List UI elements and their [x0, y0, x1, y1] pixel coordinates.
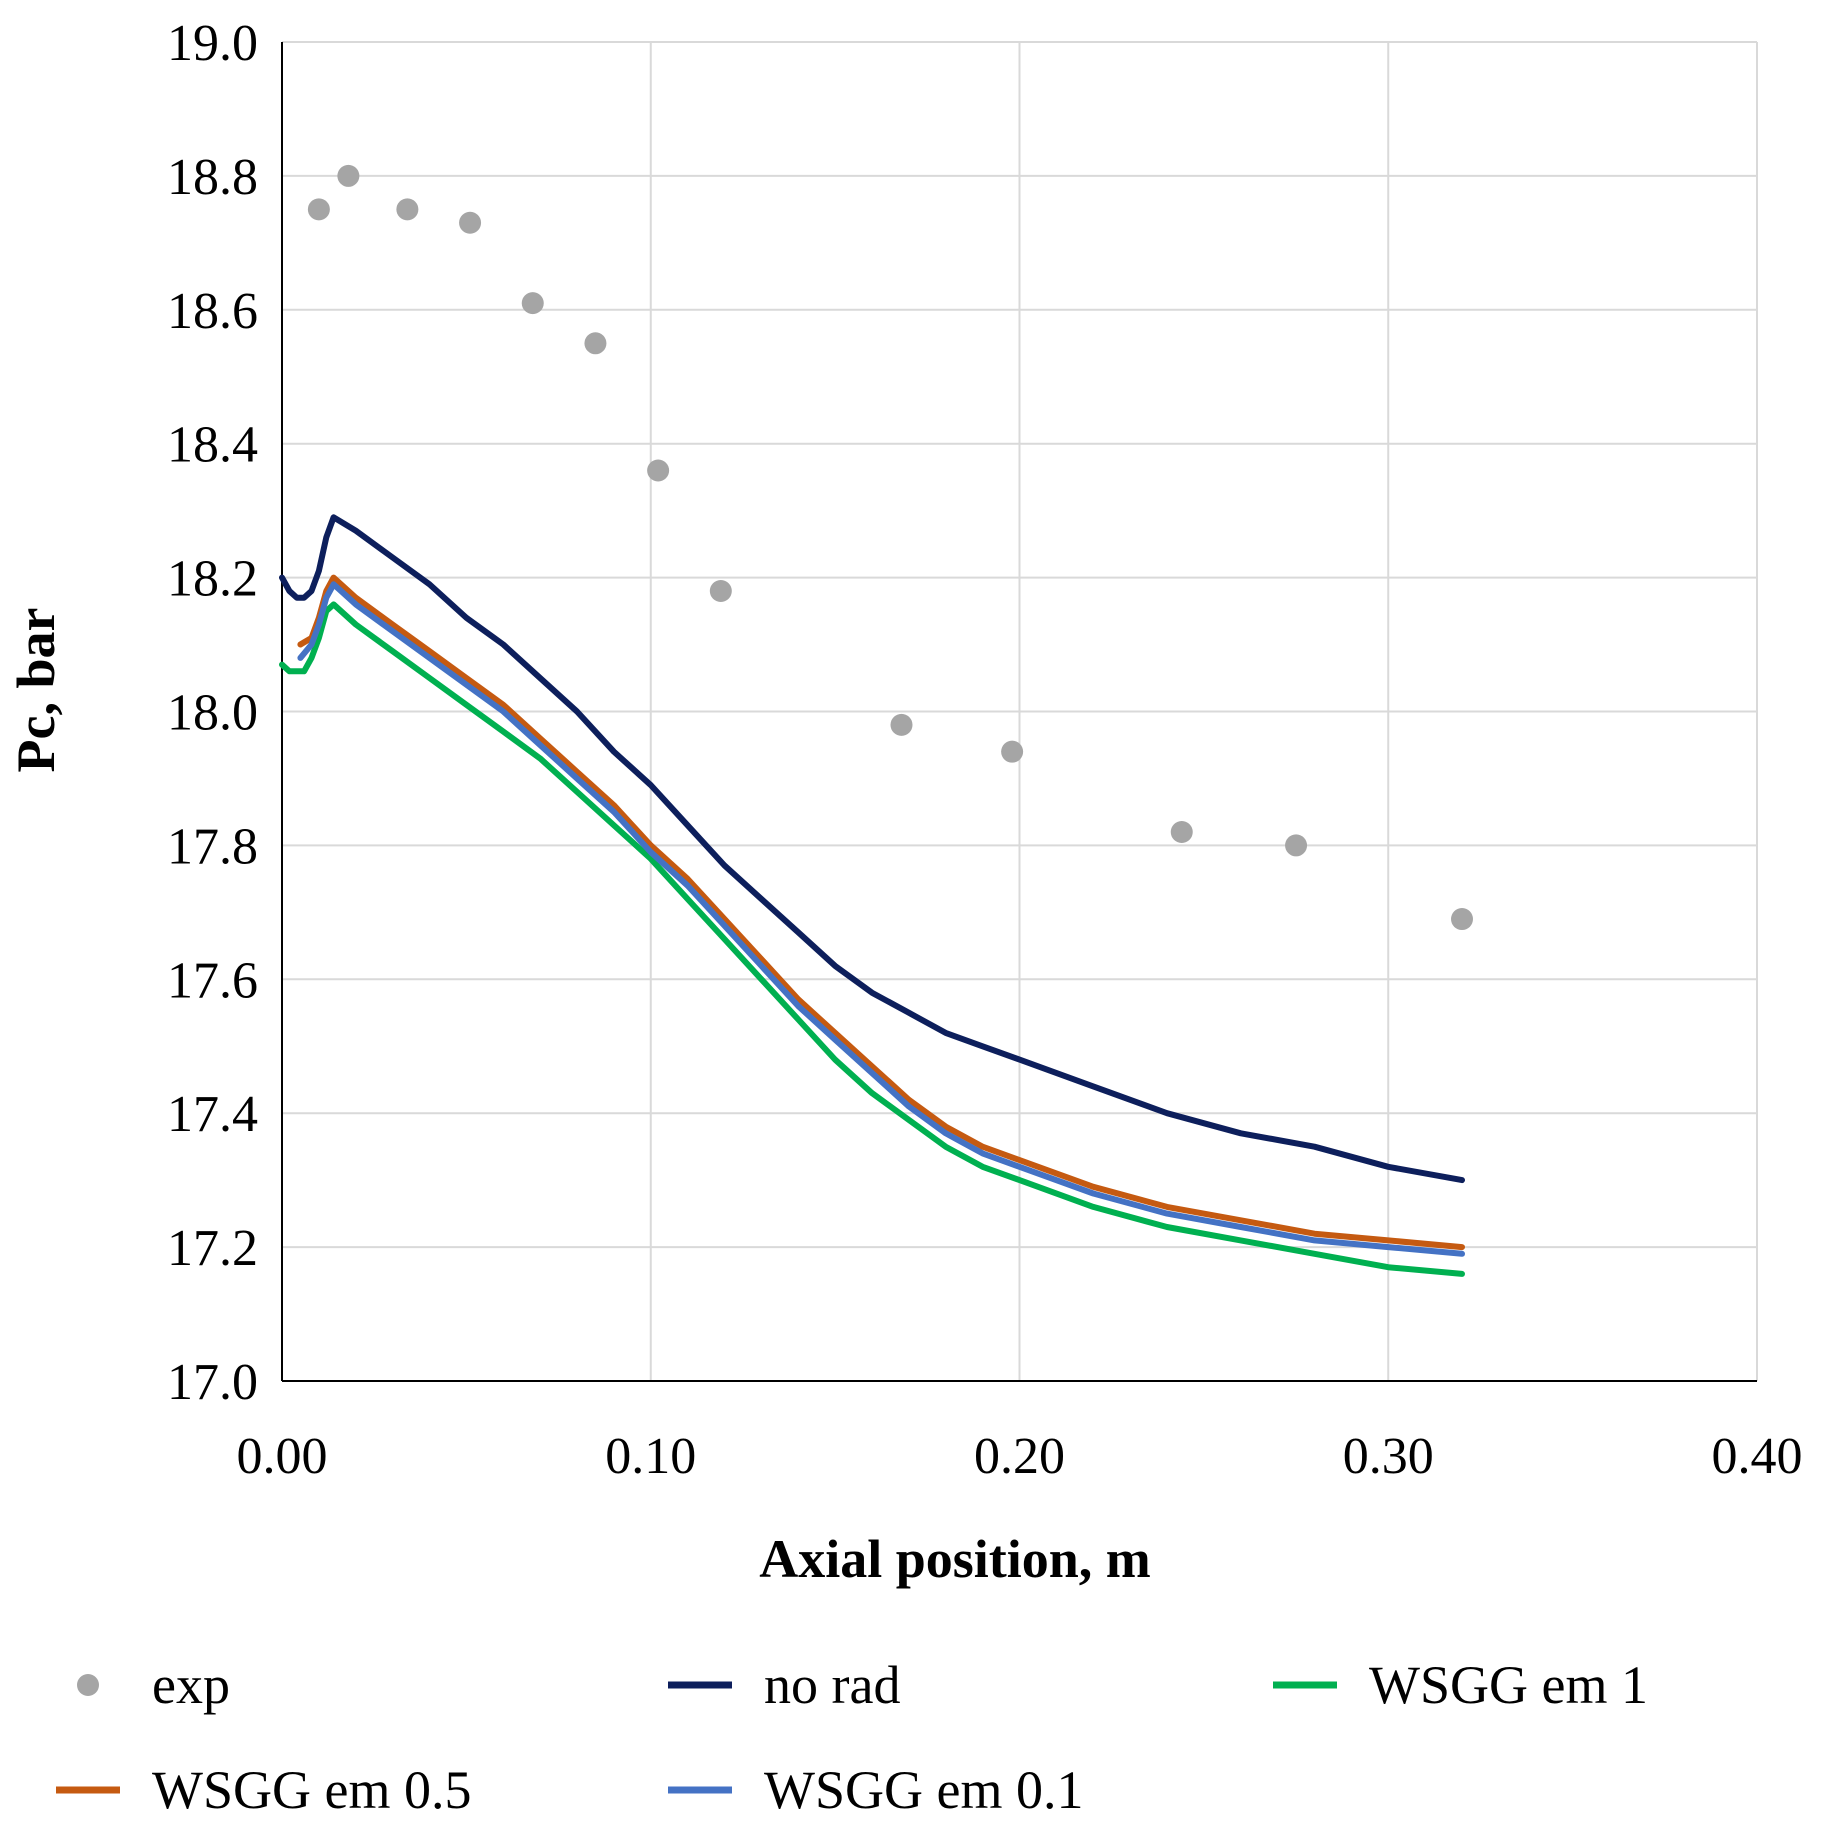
series-line-no-rad — [279, 514, 1465, 1184]
series-exp — [307, 164, 1473, 931]
legend-label: WSGG em 0.1 — [764, 1760, 1083, 1820]
data-point — [709, 579, 732, 602]
data-point — [1285, 834, 1308, 857]
y-tick-label: 19.0 — [167, 15, 258, 72]
x-tick-label: 0.10 — [605, 1428, 696, 1485]
data-point — [459, 211, 482, 234]
data-point — [1451, 908, 1473, 931]
y-tick-label: 17.8 — [167, 818, 258, 875]
y-tick-label: 17.6 — [167, 952, 258, 1009]
legend-entry-wsgg-em-0-1: WSGG em 0.1 — [668, 1760, 1083, 1820]
y-tick-label: 18.4 — [167, 417, 258, 474]
y-tick-label: 18.2 — [167, 551, 258, 608]
y-tick-label: 17.0 — [167, 1354, 258, 1411]
x-tick-label: 0.40 — [1712, 1428, 1803, 1485]
y-tick-label: 18.8 — [167, 149, 258, 206]
axes — [281, 42, 1757, 1382]
data-point — [647, 459, 670, 482]
series-line-wsgg-em-0-1 — [297, 581, 1465, 1257]
y-tick-label: 17.2 — [167, 1220, 258, 1277]
legend-entry-exp: exp — [77, 1655, 230, 1715]
legend: exp no rad WSGG em 1 WSGG em 0.5 WSGG em 0.1 — [56, 1655, 1648, 1820]
data-point — [396, 198, 419, 221]
legend-label: exp — [152, 1655, 230, 1715]
legend-entry-wsgg-em-1: WSGG em 1 — [1273, 1655, 1648, 1715]
data-series — [279, 164, 1473, 1277]
legend-marker — [77, 1674, 99, 1696]
x-tick-label: 0.30 — [1343, 1428, 1434, 1485]
data-point — [890, 713, 913, 736]
data-point — [337, 164, 360, 187]
y-tick-label: 18.6 — [167, 283, 258, 340]
data-point — [307, 198, 330, 221]
y-tick-label: 18.0 — [167, 685, 258, 742]
y-tick-label: 17.4 — [167, 1086, 258, 1143]
data-point — [584, 332, 607, 355]
x-tick-label: 0.20 — [974, 1428, 1065, 1485]
tick-labels: 17.0 17.2 17.4 17.6 17.8 18.0 18.2 18.4 18.6 18.8… — [167, 15, 1803, 1485]
legend-label: WSGG em 1 — [1369, 1655, 1648, 1715]
legend-entry-no-rad: no rad — [668, 1655, 900, 1715]
legend-label: WSGG em 0.5 — [152, 1760, 471, 1820]
legend-entry-wsgg-em-0-5: WSGG em 0.5 — [56, 1760, 471, 1820]
legend-label: no rad — [764, 1655, 900, 1715]
series-line-wsgg-em-0-5 — [297, 574, 1465, 1251]
data-point — [521, 292, 544, 315]
y-axis-title: Pc, bar — [6, 608, 66, 773]
data-point — [1001, 740, 1024, 763]
x-tick-label: 0.00 — [237, 1428, 328, 1485]
data-point — [1170, 821, 1193, 844]
series-line-wsgg-em-1 — [279, 601, 1465, 1277]
x-axis-title: Axial position, m — [759, 1529, 1151, 1589]
